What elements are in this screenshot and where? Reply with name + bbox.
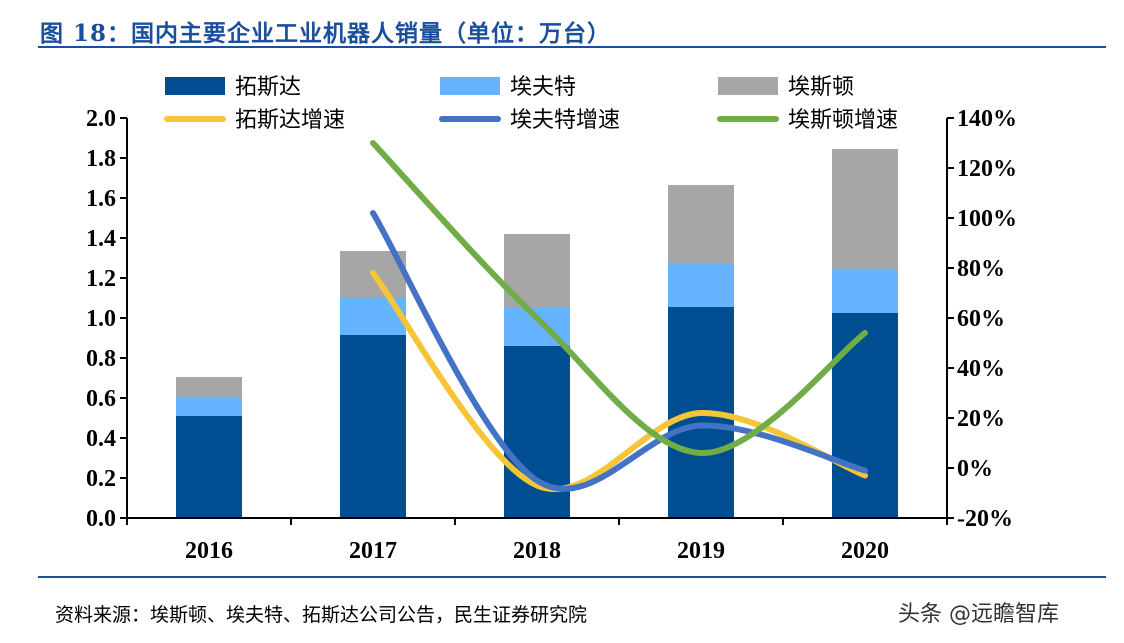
bar-2016-埃夫特 bbox=[176, 398, 242, 416]
footer-rule bbox=[38, 576, 1106, 578]
legend-item-拓斯达: 拓斯达 bbox=[165, 75, 301, 100]
legend-item-埃斯顿增速: 埃斯顿增速 bbox=[717, 108, 898, 133]
legend-swatch bbox=[440, 77, 500, 95]
bar-2016-埃斯顿 bbox=[176, 377, 242, 398]
line-埃夫特增速 bbox=[370, 210, 868, 492]
left-tick-label: 0.6 bbox=[86, 386, 116, 412]
legend-item-埃斯顿: 埃斯顿 bbox=[718, 75, 854, 100]
bar-2020-拓斯达 bbox=[832, 313, 898, 518]
right-tick-label: 40% bbox=[957, 356, 1005, 382]
right-tick-label: 140% bbox=[957, 106, 1017, 132]
x-tick-label: 2019 bbox=[677, 538, 725, 564]
chart-title: 图 18：国内主要企业工业机器人销量（单位：万台） bbox=[40, 20, 612, 47]
right-tick-label: 60% bbox=[957, 306, 1005, 332]
legend-label: 埃斯顿 bbox=[788, 75, 854, 100]
source-note: 资料来源：埃斯顿、埃夫特、拓斯达公司公告，民生证券研究院 bbox=[55, 604, 588, 626]
left-tick-label: 0.8 bbox=[86, 346, 116, 372]
x-tick-label: 2018 bbox=[513, 538, 561, 564]
title-rule bbox=[38, 46, 1106, 48]
bar-2020-埃斯顿 bbox=[832, 149, 898, 270]
left-tick-label: 1.6 bbox=[86, 186, 116, 212]
x-tick-label: 2017 bbox=[349, 538, 397, 564]
right-tick-label: 20% bbox=[957, 406, 1005, 432]
left-tick-label: 2.0 bbox=[86, 106, 116, 132]
right-tick-label: 0% bbox=[957, 456, 993, 482]
bar-2018-拓斯达 bbox=[504, 346, 570, 518]
left-tick-label: 1.0 bbox=[86, 306, 116, 332]
x-tick-label: 2020 bbox=[841, 538, 889, 564]
right-tick-label: 100% bbox=[957, 206, 1017, 232]
legend-item-埃夫特增速: 埃夫特增速 bbox=[439, 108, 620, 133]
legend-swatch bbox=[165, 77, 225, 95]
right-tick-label: -20% bbox=[957, 506, 1013, 532]
legend-label: 埃夫特 bbox=[510, 75, 576, 100]
legend-label: 拓斯达增速 bbox=[235, 108, 345, 133]
legend-label: 埃夫特增速 bbox=[510, 108, 620, 133]
legend-item-埃夫特: 埃夫特 bbox=[440, 75, 576, 100]
line-拓斯达增速 bbox=[370, 270, 868, 493]
watermark: 头条 @远瞻智库 bbox=[898, 602, 1059, 627]
left-tick-label: 1.2 bbox=[86, 266, 116, 292]
legend-label: 埃斯顿增速 bbox=[788, 108, 898, 133]
bar-2016-拓斯达 bbox=[176, 416, 242, 518]
left-tick-label: 0.2 bbox=[86, 466, 116, 492]
bar-2017-拓斯达 bbox=[340, 335, 406, 518]
right-tick-label: 80% bbox=[957, 256, 1005, 282]
line-埃斯顿增速 bbox=[370, 140, 868, 457]
right-tick-label: 120% bbox=[957, 156, 1017, 182]
bar-2019-埃夫特 bbox=[668, 263, 734, 307]
bar-2020-埃夫特 bbox=[832, 270, 898, 313]
left-tick-label: 0.0 bbox=[86, 506, 116, 532]
x-tick-label: 2016 bbox=[185, 538, 233, 564]
legend-label: 拓斯达 bbox=[235, 75, 301, 100]
legend-item-拓斯达增速: 拓斯达增速 bbox=[164, 108, 345, 133]
legend-swatch bbox=[718, 77, 778, 95]
left-tick-label: 0.4 bbox=[86, 426, 116, 452]
bar-2019-埃斯顿 bbox=[668, 185, 734, 263]
left-tick-label: 1.8 bbox=[86, 146, 116, 172]
left-tick-label: 1.4 bbox=[86, 226, 116, 252]
